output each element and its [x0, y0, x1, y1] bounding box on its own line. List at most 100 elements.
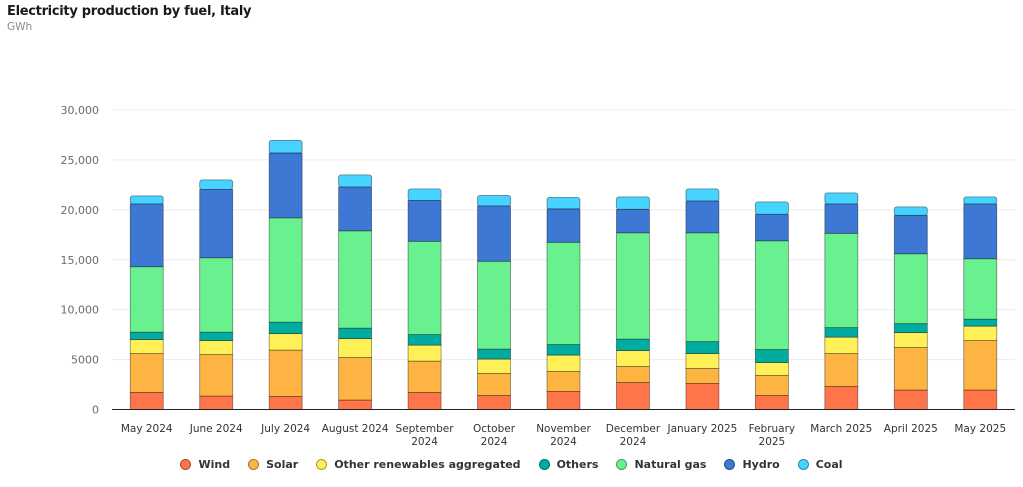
bar-segment-hydro[interactable]	[963, 203, 998, 260]
bar-segment-natural-gas[interactable]	[893, 253, 928, 325]
bar-stack[interactable]	[407, 188, 442, 410]
bar-segment-others[interactable]	[893, 323, 928, 334]
bar-segment-coal[interactable]	[685, 188, 720, 202]
bar-segment-others[interactable]	[685, 341, 720, 354]
bar-segment-coal[interactable]	[268, 140, 303, 154]
bar-segment-natural-gas[interactable]	[616, 232, 650, 340]
bar-segment-other-renewables-aggregated[interactable]	[268, 333, 303, 351]
bar-segment-wind[interactable]	[754, 395, 789, 410]
bar-stack[interactable]	[616, 196, 650, 410]
bar-segment-wind[interactable]	[824, 386, 859, 410]
bar-segment-others[interactable]	[616, 338, 650, 351]
bar-segment-hydro[interactable]	[616, 208, 650, 234]
bar-segment-hydro[interactable]	[268, 152, 303, 219]
bar-segment-solar[interactable]	[685, 368, 720, 384]
bar-segment-others[interactable]	[824, 327, 859, 338]
bar-segment-natural-gas[interactable]	[754, 240, 789, 350]
legend-item-natural-gas[interactable]: Natural gas	[616, 458, 706, 471]
legend-item-coal[interactable]: Coal	[797, 458, 843, 471]
bar-segment-hydro[interactable]	[824, 203, 859, 234]
bar-stack[interactable]	[199, 179, 234, 410]
bar-segment-natural-gas[interactable]	[477, 260, 511, 350]
bar-segment-hydro[interactable]	[199, 188, 234, 259]
bar-segment-coal[interactable]	[616, 196, 650, 210]
bar-segment-natural-gas[interactable]	[824, 232, 859, 329]
bar-segment-others[interactable]	[477, 348, 511, 360]
bar-segment-other-renewables-aggregated[interactable]	[338, 338, 373, 358]
bar-stack[interactable]	[824, 192, 859, 410]
bar-segment-natural-gas[interactable]	[407, 240, 442, 336]
bar-segment-others[interactable]	[754, 349, 789, 363]
bar-segment-coal[interactable]	[407, 188, 442, 201]
bar-segment-natural-gas[interactable]	[199, 257, 234, 333]
bar-segment-others[interactable]	[338, 327, 373, 340]
bar-segment-other-renewables-aggregated[interactable]	[546, 354, 581, 372]
bar-segment-wind[interactable]	[129, 392, 164, 410]
bar-segment-hydro[interactable]	[685, 200, 720, 234]
bar-segment-other-renewables-aggregated[interactable]	[754, 362, 789, 376]
bar-segment-hydro[interactable]	[893, 214, 928, 255]
bar-segment-other-renewables-aggregated[interactable]	[407, 344, 442, 362]
bar-segment-wind[interactable]	[407, 392, 442, 410]
bar-segment-coal[interactable]	[824, 192, 859, 205]
bar-segment-others[interactable]	[129, 331, 164, 341]
bar-segment-hydro[interactable]	[129, 203, 164, 268]
bar-segment-wind[interactable]	[893, 389, 928, 410]
bar-segment-solar[interactable]	[824, 353, 859, 387]
bar-segment-coal[interactable]	[963, 196, 998, 205]
bar-stack[interactable]	[754, 201, 789, 410]
bar-segment-coal[interactable]	[199, 179, 234, 190]
bar-segment-natural-gas[interactable]	[685, 232, 720, 343]
bar-segment-natural-gas[interactable]	[129, 266, 164, 333]
bar-segment-other-renewables-aggregated[interactable]	[824, 336, 859, 354]
bar-segment-coal[interactable]	[546, 196, 581, 210]
bar-segment-wind[interactable]	[199, 395, 234, 410]
bar-segment-natural-gas[interactable]	[963, 258, 998, 320]
bar-segment-solar[interactable]	[129, 353, 164, 393]
bar-segment-other-renewables-aggregated[interactable]	[893, 332, 928, 349]
legend-item-hydro[interactable]: Hydro	[724, 458, 780, 471]
bar-segment-coal[interactable]	[893, 206, 928, 216]
bar-segment-other-renewables-aggregated[interactable]	[685, 353, 720, 369]
bar-segment-other-renewables-aggregated[interactable]	[199, 340, 234, 355]
legend-item-other-renewables-aggregated[interactable]: Other renewables aggregated	[316, 458, 521, 471]
bar-stack[interactable]	[477, 194, 511, 410]
bar-segment-natural-gas[interactable]	[546, 241, 581, 346]
bar-stack[interactable]	[963, 196, 998, 410]
bar-stack[interactable]	[893, 206, 928, 410]
bar-segment-wind[interactable]	[338, 399, 373, 410]
bar-segment-coal[interactable]	[477, 194, 511, 207]
bar-stack[interactable]	[546, 196, 581, 410]
bar-segment-others[interactable]	[407, 334, 442, 346]
bar-segment-coal[interactable]	[338, 174, 373, 188]
bar-segment-solar[interactable]	[477, 373, 511, 396]
bar-segment-solar[interactable]	[199, 354, 234, 397]
bar-segment-wind[interactable]	[546, 391, 581, 410]
bar-stack[interactable]	[685, 188, 720, 410]
legend-item-others[interactable]: Others	[538, 458, 598, 471]
bar-segment-other-renewables-aggregated[interactable]	[477, 358, 511, 374]
legend-item-solar[interactable]: Solar	[248, 458, 298, 471]
bar-segment-solar[interactable]	[407, 360, 442, 393]
bar-segment-wind[interactable]	[477, 395, 511, 410]
bar-segment-natural-gas[interactable]	[268, 217, 303, 323]
bar-segment-wind[interactable]	[685, 383, 720, 410]
bar-segment-others[interactable]	[963, 318, 998, 327]
bar-segment-solar[interactable]	[338, 357, 373, 401]
bar-segment-solar[interactable]	[546, 371, 581, 392]
bar-segment-hydro[interactable]	[477, 205, 511, 262]
bar-stack[interactable]	[338, 174, 373, 410]
bar-segment-coal[interactable]	[754, 201, 789, 215]
bar-segment-others[interactable]	[268, 321, 303, 335]
bar-segment-wind[interactable]	[963, 389, 998, 410]
bar-segment-wind[interactable]	[268, 396, 303, 410]
legend-item-wind[interactable]: Wind	[180, 458, 230, 471]
bar-segment-solar[interactable]	[893, 347, 928, 391]
bar-segment-other-renewables-aggregated[interactable]	[129, 339, 164, 354]
bar-segment-solar[interactable]	[754, 375, 789, 396]
bar-stack[interactable]	[268, 140, 303, 410]
bar-segment-hydro[interactable]	[407, 199, 442, 242]
bar-segment-other-renewables-aggregated[interactable]	[963, 325, 998, 342]
bar-segment-others[interactable]	[546, 344, 581, 356]
bar-segment-hydro[interactable]	[338, 186, 373, 232]
